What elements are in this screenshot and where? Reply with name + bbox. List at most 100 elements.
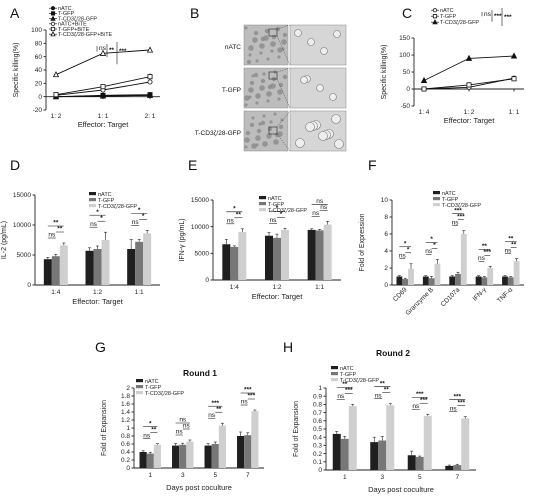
y-axis-label: Fold of Expression bbox=[359, 213, 366, 271]
sig-label: *** bbox=[416, 391, 424, 398]
sig-label: ns bbox=[132, 219, 140, 226]
bar bbox=[445, 465, 454, 470]
legend-entry: T-GFP bbox=[145, 385, 162, 391]
y-axis-label: Specific killing(%) bbox=[381, 45, 388, 100]
data-point bbox=[99, 92, 107, 99]
sig-label: * bbox=[404, 240, 407, 247]
sig-label: ns bbox=[337, 393, 345, 400]
cell-dot bbox=[255, 93, 261, 99]
sig-label: ns bbox=[375, 392, 383, 399]
legend-swatch bbox=[433, 191, 440, 195]
micrograph-label: T-GFP bbox=[222, 87, 241, 94]
legend-entry: T-GFP bbox=[268, 202, 285, 208]
cell-dot bbox=[281, 39, 287, 45]
y-tick-label: 0 bbox=[318, 467, 322, 474]
sig-label: ns bbox=[208, 412, 216, 419]
y-tick-label: 50 bbox=[403, 69, 411, 76]
data-point bbox=[147, 74, 153, 80]
cell-dot bbox=[255, 101, 259, 105]
bar bbox=[332, 433, 341, 470]
y-tick-label: 5000 bbox=[195, 251, 210, 258]
data-point bbox=[465, 54, 473, 61]
zoom-cell bbox=[318, 131, 328, 141]
sig-label: ns bbox=[412, 403, 420, 410]
cell-dot bbox=[253, 72, 259, 78]
legend-swatch bbox=[331, 372, 338, 376]
legend-swatch bbox=[433, 197, 440, 201]
y-tick-label: 1.4 bbox=[121, 409, 130, 416]
panel-letter: H bbox=[283, 339, 293, 355]
data-point bbox=[52, 71, 60, 78]
bar bbox=[513, 261, 520, 285]
y-tick-label: 4 bbox=[384, 248, 388, 255]
cell-dot bbox=[244, 103, 248, 107]
sig-label: * bbox=[233, 206, 236, 213]
bar bbox=[348, 406, 357, 470]
y-tick-label: 10 bbox=[381, 197, 389, 204]
x-tick-label: 1: 2 bbox=[464, 109, 475, 116]
x-tick-label: 1 bbox=[343, 474, 347, 481]
zoom-image bbox=[289, 67, 347, 109]
y-tick-label: 0.3 bbox=[313, 443, 322, 450]
cell-dot bbox=[249, 80, 255, 86]
y-tick-label: 0.4 bbox=[121, 449, 130, 456]
legend-swatch bbox=[89, 198, 96, 202]
y-tick-label: 100 bbox=[399, 52, 410, 59]
x-tick-label: 1: 1 bbox=[98, 113, 109, 120]
bar bbox=[449, 276, 456, 285]
legend-swatch bbox=[259, 208, 266, 212]
bar bbox=[143, 233, 152, 285]
x-tick-label: 7 bbox=[246, 472, 250, 479]
cell-dot bbox=[244, 145, 248, 149]
bar bbox=[204, 445, 212, 468]
zoom-cell bbox=[329, 93, 337, 101]
sig-label: *** bbox=[420, 397, 428, 404]
sig-label: ** bbox=[482, 243, 488, 250]
bar bbox=[230, 246, 239, 280]
cell-dot bbox=[260, 120, 266, 126]
sig-label: ns bbox=[425, 248, 433, 255]
zoom-cell bbox=[305, 122, 315, 132]
cell-dot bbox=[273, 139, 279, 145]
zoom-cell bbox=[307, 38, 315, 46]
y-tick-label: 0.8 bbox=[313, 402, 322, 409]
cell-dot bbox=[255, 143, 259, 147]
bar bbox=[186, 441, 194, 468]
bar bbox=[386, 405, 395, 470]
sig-label: ns bbox=[241, 399, 249, 406]
cell-dot bbox=[255, 59, 259, 63]
zoom-box bbox=[268, 126, 278, 135]
legend-swatch bbox=[136, 391, 143, 395]
micrograph-row: nATC bbox=[225, 24, 347, 66]
cell-dot bbox=[278, 82, 284, 88]
sig-label: * bbox=[280, 211, 283, 218]
y-tick-label: 0 bbox=[406, 86, 410, 93]
legend-entry: T-CD3ζ/28-GFP bbox=[98, 204, 137, 210]
cell-dot bbox=[249, 122, 255, 128]
sig-label: ns bbox=[99, 45, 107, 52]
sig-label: ns bbox=[450, 405, 458, 412]
cell-dot bbox=[244, 137, 250, 143]
x-tick-label: 3 bbox=[181, 472, 185, 479]
micrograph-row: T-CD3ζ/28-GFP bbox=[195, 110, 347, 152]
y-tick-label: 20 bbox=[35, 81, 43, 88]
cell-dot bbox=[252, 37, 258, 43]
micrograph-row: T-GFP bbox=[222, 67, 347, 109]
cell-dot bbox=[260, 78, 266, 84]
legend-entry: T-GFP bbox=[442, 197, 459, 203]
y-tick-label: 150 bbox=[399, 35, 410, 42]
y-tick-label: 15000 bbox=[191, 197, 209, 204]
y-axis-label: IL-2 (pg/mL) bbox=[1, 221, 8, 259]
sig-label: ns bbox=[270, 217, 278, 224]
y-tick-label: -20 bbox=[33, 107, 43, 114]
sig-label: ns bbox=[478, 255, 486, 262]
bar bbox=[323, 224, 332, 280]
y-tick-label: 0.2 bbox=[313, 451, 322, 458]
x-tick-label: 7 bbox=[455, 474, 459, 481]
y-tick-label: 0 bbox=[38, 94, 42, 101]
legend-entry: nATC bbox=[268, 196, 282, 202]
bar bbox=[315, 230, 324, 280]
sig-label: ** bbox=[53, 220, 59, 227]
x-tick-label: 1: 4 bbox=[419, 109, 430, 116]
y-tick-label: 5000 bbox=[17, 252, 32, 259]
